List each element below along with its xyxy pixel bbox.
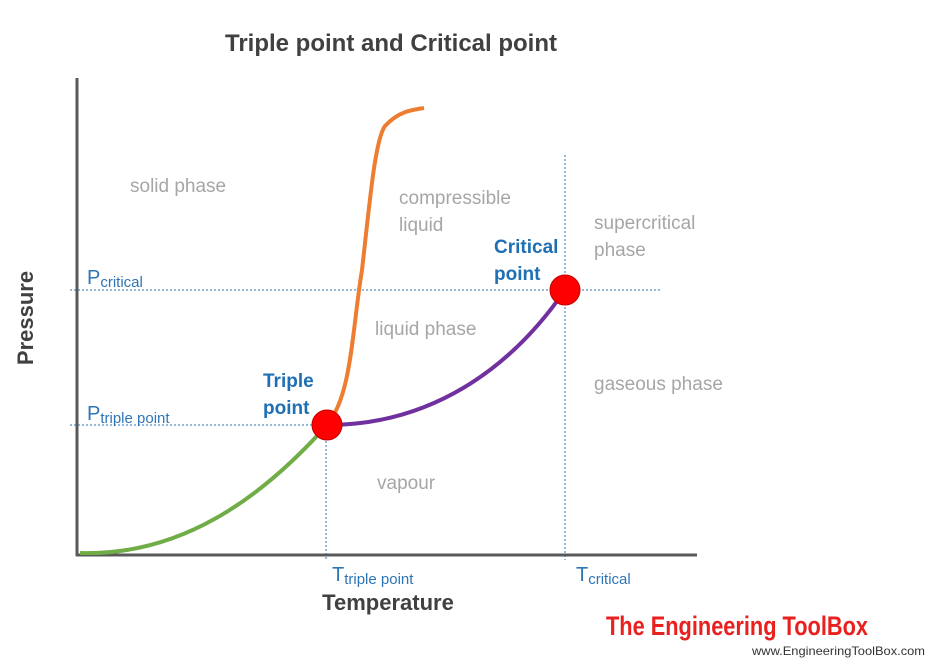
region-label-supercritical-1: supercritical [594,213,695,234]
region-label-liquid: liquid phase [375,319,476,340]
triple-point-label-1: Triple [263,371,314,392]
region-label-compressible-1: compressible [399,188,511,209]
melting-curve [325,106,425,427]
critical-point-label-2: point [494,264,541,285]
critical-point-marker [549,274,581,306]
region-label-supercritical-2: phase [594,240,646,261]
critical-point-label-1: Critical [494,237,558,258]
t-triple-label: Ttriple point [332,564,414,588]
t-critical-label: Tcritical [576,564,631,588]
region-label-compressible-2: liquid [399,215,443,236]
p-triple-label: Ptriple point [87,403,170,427]
engineering-toolbox-url: www.EngineeringToolBox.com [751,644,925,658]
region-label-solid: solid phase [130,176,226,197]
p-critical-label: Pcritical [87,267,143,291]
triple-point-label-2: point [263,398,310,419]
region-label-gaseous: gaseous phase [594,374,723,395]
vaporization-curve [326,288,567,427]
engineering-toolbox-logo: The Engineering ToolBox [606,611,868,641]
sublimation-curve [79,423,329,556]
diagram-title: Triple point and Critical point [225,30,557,57]
x-axis-label: Temperature [322,590,454,615]
region-label-vapour: vapour [377,473,436,494]
y-axis-label: Pressure [13,271,38,365]
triple-point-marker [311,409,343,441]
